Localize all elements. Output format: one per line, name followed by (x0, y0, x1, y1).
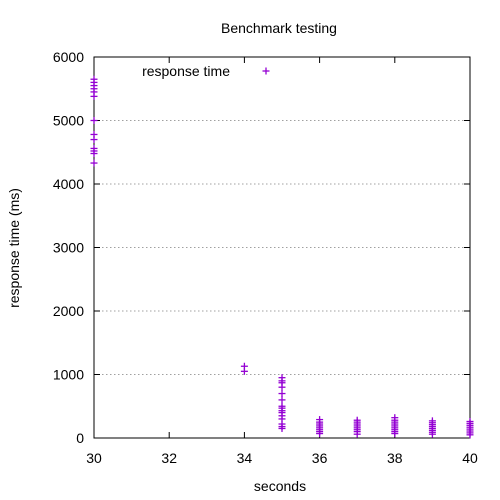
legend: response time (142, 63, 270, 79)
data-point (278, 424, 286, 432)
x-axis-label: seconds (254, 478, 306, 494)
data-point (90, 92, 98, 100)
y-tick-label: 4000 (53, 176, 84, 192)
y-tick-label: 1000 (53, 367, 84, 383)
x-tick-label: 30 (86, 450, 102, 466)
data-point (316, 430, 324, 438)
x-tick-label: 34 (237, 450, 253, 466)
data-point (278, 390, 286, 398)
y-tick-label: 2000 (53, 303, 84, 319)
y-tick-labels: 0 1000 2000 3000 4000 5000 6000 (53, 49, 84, 446)
data-point (466, 431, 474, 439)
legend-marker-symbol (262, 67, 270, 75)
legend-marker-plus (262, 67, 270, 75)
y-tick-label: 3000 (53, 240, 84, 256)
data-point (278, 383, 286, 391)
y-tick-label: 5000 (53, 113, 84, 129)
y-axis-label: response time (ms) (6, 188, 22, 308)
x-tick-labels: 30 32 34 36 38 40 (86, 450, 478, 466)
y-tick-label: 0 (76, 430, 84, 446)
data-point (240, 367, 248, 375)
x-tick-label: 36 (312, 450, 328, 466)
y-tick-label: 6000 (53, 49, 84, 65)
data-point (428, 430, 436, 438)
x-tick-label: 32 (161, 450, 177, 466)
data-point (90, 150, 98, 158)
legend-label-response-time: response time (142, 63, 230, 79)
data-point (391, 430, 399, 438)
data-point (353, 430, 361, 438)
data-point (90, 159, 98, 167)
grid-lines (94, 120, 470, 375)
x-tick-label: 40 (462, 450, 478, 466)
x-tick-label: 38 (387, 450, 403, 466)
data-points (90, 75, 474, 439)
chart-title: Benchmark testing (221, 20, 337, 36)
data-point (90, 117, 98, 124)
data-point (278, 396, 286, 404)
data-point (90, 136, 98, 144)
